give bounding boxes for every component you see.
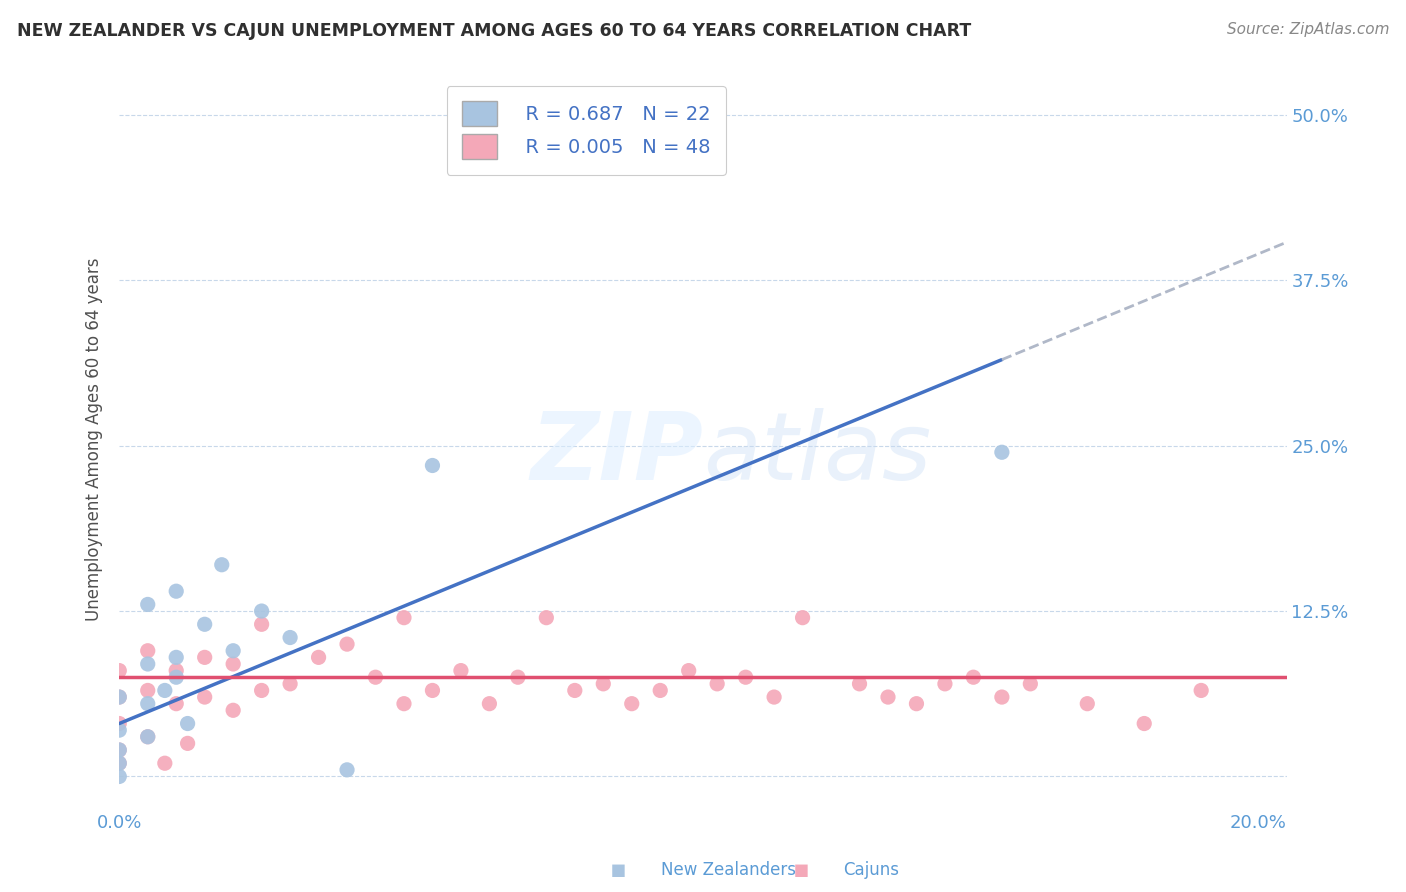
Point [165, 584, 187, 599]
Point [962, 670, 984, 684]
Point [165, 664, 187, 678]
Point [792, 610, 814, 624]
Point [905, 697, 928, 711]
Point [364, 670, 387, 684]
Point [136, 598, 159, 612]
Point [136, 730, 159, 744]
Point [450, 664, 472, 678]
Point [136, 657, 159, 671]
Point [222, 657, 245, 671]
Point [763, 690, 786, 704]
Text: New Zealanders: New Zealanders [661, 861, 796, 879]
Text: NEW ZEALANDER VS CAJUN UNEMPLOYMENT AMONG AGES 60 TO 64 YEARS CORRELATION CHART: NEW ZEALANDER VS CAJUN UNEMPLOYMENT AMON… [17, 22, 972, 40]
Point [336, 763, 359, 777]
Point [194, 650, 217, 665]
Point [194, 617, 217, 632]
Point [934, 677, 956, 691]
Text: atlas: atlas [703, 409, 931, 500]
Point [734, 670, 756, 684]
Point [250, 617, 273, 632]
Point [194, 690, 217, 704]
Text: ZIP: ZIP [530, 408, 703, 500]
Point [506, 670, 529, 684]
Point [848, 677, 870, 691]
Point [278, 677, 301, 691]
Point [165, 697, 187, 711]
Point [1019, 677, 1042, 691]
Point [108, 664, 131, 678]
Point [536, 610, 558, 624]
Point [165, 650, 187, 665]
Point [422, 683, 444, 698]
Legend:   R = 0.687   N = 22,   R = 0.005   N = 48: R = 0.687 N = 22, R = 0.005 N = 48 [447, 86, 725, 175]
Point [706, 677, 728, 691]
Point [108, 690, 131, 704]
Point [108, 716, 131, 731]
Point [108, 723, 131, 738]
Point [991, 690, 1014, 704]
Point [108, 756, 131, 771]
Point [592, 677, 614, 691]
Point [650, 683, 672, 698]
Point [308, 650, 330, 665]
Point [336, 637, 359, 651]
Point [250, 604, 273, 618]
Point [136, 697, 159, 711]
Text: ▪: ▪ [610, 858, 627, 881]
Text: ▪: ▪ [793, 858, 810, 881]
Point [250, 683, 273, 698]
Point [108, 769, 131, 783]
Point [165, 670, 187, 684]
Point [153, 756, 176, 771]
Point [136, 644, 159, 658]
Point [176, 736, 198, 750]
Point [153, 683, 176, 698]
Point [108, 756, 131, 771]
Point [1133, 716, 1156, 731]
Point [108, 743, 131, 757]
Point [222, 703, 245, 717]
Point [1076, 697, 1098, 711]
Point [1189, 683, 1212, 698]
Point [422, 458, 444, 473]
Text: Source: ZipAtlas.com: Source: ZipAtlas.com [1226, 22, 1389, 37]
Point [108, 743, 131, 757]
Text: Cajuns: Cajuns [844, 861, 900, 879]
Point [392, 697, 415, 711]
Point [392, 610, 415, 624]
Point [108, 690, 131, 704]
Point [222, 644, 245, 658]
Point [211, 558, 233, 572]
Point [136, 683, 159, 698]
Point [564, 683, 586, 698]
Point [678, 664, 700, 678]
Y-axis label: Unemployment Among Ages 60 to 64 years: Unemployment Among Ages 60 to 64 years [86, 257, 103, 621]
Point [478, 697, 501, 711]
Point [176, 716, 198, 731]
Point [136, 730, 159, 744]
Point [620, 697, 643, 711]
Point [877, 690, 900, 704]
Point [278, 631, 301, 645]
Point [991, 445, 1014, 459]
